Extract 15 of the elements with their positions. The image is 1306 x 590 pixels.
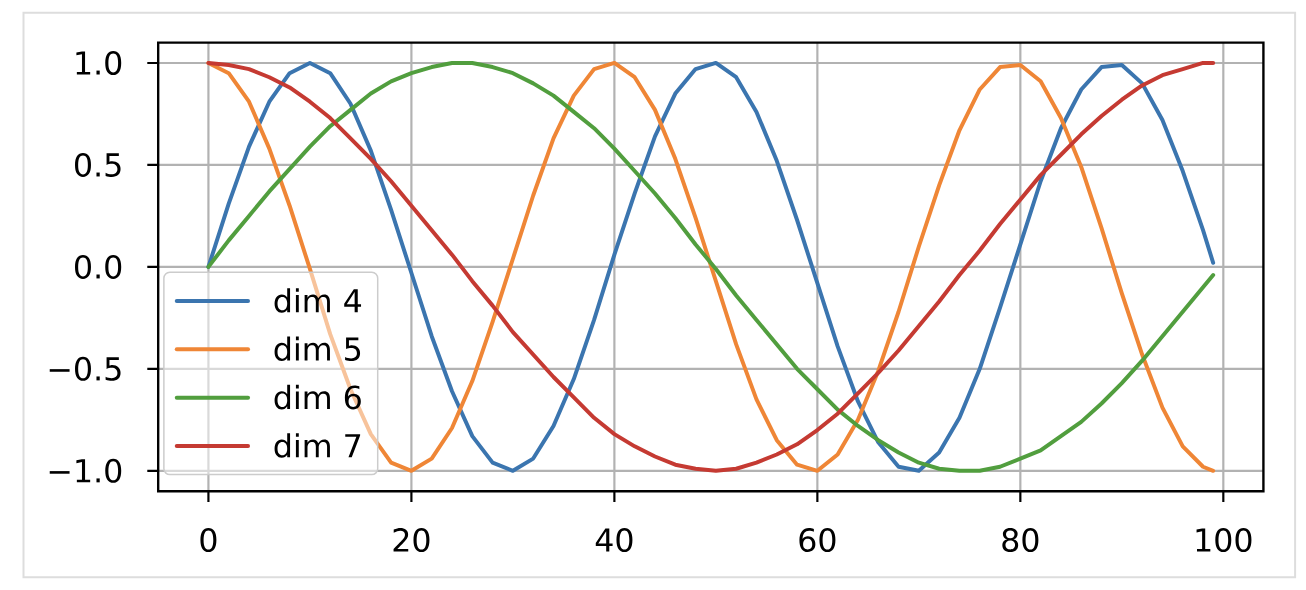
legend-label: dim 4 — [274, 288, 362, 313]
x-tick-label: 40 — [595, 527, 633, 552]
y-tick-label: −1.0 — [49, 458, 122, 483]
y-tick-label: 1.0 — [76, 50, 122, 75]
x-tick-label: 60 — [799, 527, 836, 552]
legend-label: dim 5 — [274, 336, 361, 361]
y-tick-label: 0.5 — [75, 152, 121, 177]
x-tick-label: 80 — [1002, 527, 1039, 552]
x-tick-label: 20 — [393, 527, 430, 552]
x-tick-label: 100 — [1196, 527, 1252, 552]
legend-label: dim 7 — [274, 433, 361, 458]
y-tick-label: 0.0 — [75, 254, 122, 279]
x-tick-label: 0 — [200, 527, 217, 552]
legend-label: dim 6 — [274, 384, 361, 410]
y-tick-label: −0.5 — [49, 356, 121, 381]
